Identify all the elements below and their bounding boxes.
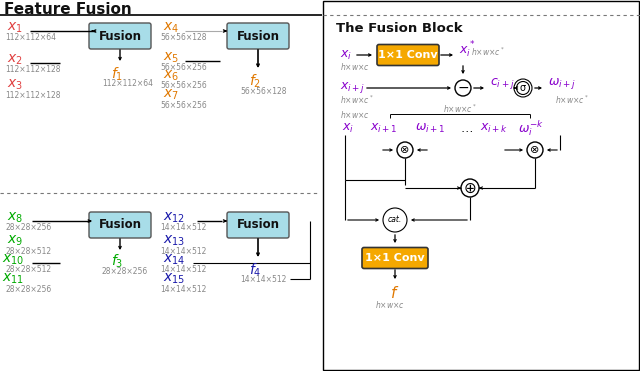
Text: σ: σ (520, 83, 526, 93)
Text: 28×28×256: 28×28×256 (5, 223, 51, 233)
Text: $f_2$: $f_2$ (249, 72, 261, 90)
Text: $x_6$: $x_6$ (163, 69, 179, 83)
Text: 1×1 Conv: 1×1 Conv (365, 253, 425, 263)
Text: $x_{15}$: $x_{15}$ (163, 272, 185, 286)
Text: 28×28×256: 28×28×256 (5, 285, 51, 293)
Text: $x_{11}$: $x_{11}$ (2, 272, 24, 286)
Text: 28×28×512: 28×28×512 (5, 246, 51, 256)
Text: $h{\times}w{\times}c^*$: $h{\times}w{\times}c^*$ (443, 103, 477, 115)
Text: $x_{13}$: $x_{13}$ (163, 234, 185, 248)
Text: ⊕: ⊕ (463, 181, 476, 196)
Text: 14×14×512: 14×14×512 (160, 246, 206, 256)
Text: $c_{i+j}$: $c_{i+j}$ (490, 76, 515, 92)
Text: $x_5$: $x_5$ (163, 51, 179, 65)
FancyBboxPatch shape (227, 212, 289, 238)
Text: Fusion: Fusion (237, 219, 280, 232)
Text: The Fusion Block: The Fusion Block (336, 22, 463, 35)
Text: Fusion: Fusion (99, 30, 141, 43)
Text: $x_{i+j}$: $x_{i+j}$ (340, 81, 365, 95)
Text: −: − (457, 81, 469, 95)
Text: $\omega_i^{-k}$: $\omega_i^{-k}$ (518, 118, 544, 138)
Text: ⊗: ⊗ (531, 145, 540, 155)
Text: cat.: cat. (388, 216, 402, 224)
Text: $x_3$: $x_3$ (7, 78, 23, 92)
Text: $x_{i+k}$: $x_{i+k}$ (480, 121, 508, 135)
Text: $h{\times}w{\times}c^*$: $h{\times}w{\times}c^*$ (340, 94, 374, 106)
Text: 112×112×128: 112×112×128 (5, 91, 61, 99)
FancyBboxPatch shape (89, 212, 151, 238)
Text: 112×112×64: 112×112×64 (102, 79, 153, 89)
Text: $x_{12}$: $x_{12}$ (163, 211, 185, 225)
Text: 28×28×512: 28×28×512 (5, 266, 51, 275)
FancyBboxPatch shape (227, 23, 289, 49)
Text: $x_9$: $x_9$ (7, 234, 23, 248)
Text: 56×56×128: 56×56×128 (160, 33, 207, 43)
Text: $x_2$: $x_2$ (7, 53, 23, 67)
Text: 56×56×128: 56×56×128 (240, 86, 287, 95)
Text: $x_1$: $x_1$ (7, 21, 23, 35)
Text: Feature Fusion: Feature Fusion (4, 2, 132, 17)
Text: $x_{i+1}$: $x_{i+1}$ (370, 121, 397, 135)
Text: $h{\times}w{\times}c$: $h{\times}w{\times}c$ (340, 62, 370, 72)
Text: 14×14×512: 14×14×512 (160, 285, 206, 293)
Text: $x_{10}$: $x_{10}$ (2, 253, 24, 267)
Text: $\omega_{i+1}$: $\omega_{i+1}$ (415, 121, 445, 135)
FancyBboxPatch shape (377, 45, 439, 66)
Text: 14×14×512: 14×14×512 (160, 223, 206, 233)
Text: 28×28×256: 28×28×256 (102, 266, 148, 276)
FancyBboxPatch shape (89, 23, 151, 49)
Text: $x_8$: $x_8$ (7, 211, 23, 225)
Text: 56×56×256: 56×56×256 (160, 63, 207, 72)
Text: Fusion: Fusion (237, 30, 280, 43)
Text: 56×56×256: 56×56×256 (160, 82, 207, 91)
Text: $x_i$: $x_i$ (340, 49, 352, 62)
FancyBboxPatch shape (362, 247, 428, 269)
Text: $x_4$: $x_4$ (163, 21, 179, 35)
Text: $h{\times}w{\times}c$: $h{\times}w{\times}c$ (340, 109, 370, 121)
Text: $x_i$: $x_i$ (342, 121, 354, 135)
Text: $h{\times}w{\times}c$: $h{\times}w{\times}c$ (375, 299, 405, 311)
Text: 112×112×64: 112×112×64 (5, 33, 56, 43)
Text: $\ldots$: $\ldots$ (460, 121, 473, 135)
FancyBboxPatch shape (323, 1, 639, 370)
Text: 1×1 Conv: 1×1 Conv (378, 50, 438, 60)
Text: $x_i^*$: $x_i^*$ (459, 40, 475, 60)
Text: $f_1$: $f_1$ (111, 65, 123, 83)
Text: $x_7$: $x_7$ (163, 88, 179, 102)
Text: $x_{14}$: $x_{14}$ (163, 253, 186, 267)
Text: ⊗: ⊗ (400, 145, 410, 155)
Text: $f_3$: $f_3$ (111, 252, 123, 270)
Text: 14×14×512: 14×14×512 (160, 266, 206, 275)
Text: 112×112×128: 112×112×128 (5, 66, 61, 75)
Text: 56×56×256: 56×56×256 (160, 101, 207, 109)
Text: $h{\times}w{\times}c^*$: $h{\times}w{\times}c^*$ (555, 94, 589, 106)
Text: $f$: $f$ (390, 285, 399, 301)
Text: 14×14×512: 14×14×512 (240, 276, 286, 285)
Text: $\omega_{i+j}$: $\omega_{i+j}$ (548, 76, 576, 92)
Text: $h{\times}w{\times}c^*$: $h{\times}w{\times}c^*$ (471, 46, 505, 58)
Text: Fusion: Fusion (99, 219, 141, 232)
Text: $f_4$: $f_4$ (249, 261, 261, 279)
